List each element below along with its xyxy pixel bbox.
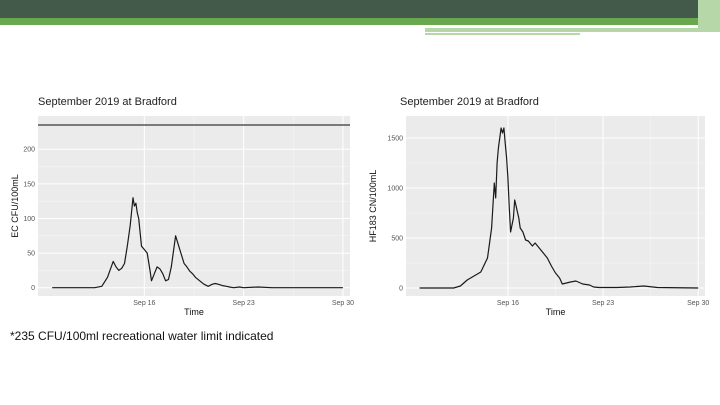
chart-2-title: September 2019 at Bradford (400, 96, 539, 108)
y-tick-label: 200 (23, 147, 35, 154)
x-tick-label: Sep 16 (133, 300, 155, 307)
x-tick-label: Sep 16 (497, 300, 519, 307)
chart-hf183: 0 500 1000 1500 Sep 16 Sep 23 Sep 30 Time HF183 … (368, 116, 709, 317)
y-tick-label: 1000 (387, 186, 403, 193)
header-accent-stripe (0, 18, 698, 25)
y-axis-title: HF183 CN/100mL (368, 170, 378, 243)
x-axis-title: Time (184, 307, 204, 317)
y-tick-label: 150 (23, 181, 35, 188)
series-line (52, 197, 343, 289)
x-tick-label: Sep 23 (592, 300, 614, 307)
y-tick-label: 1500 (387, 136, 403, 143)
y-tick-label: 500 (391, 236, 403, 243)
y-tick-label: 0 (31, 285, 35, 292)
y-tick-label: 0 (399, 286, 403, 293)
header-bar (0, 0, 720, 18)
x-tick-label: Sep 30 (332, 300, 354, 307)
chart-1-title: September 2019 at Bradford (38, 96, 177, 108)
header-accent-line (425, 28, 720, 32)
limit-note: *235 CFU/100ml recreational water limit … (10, 329, 274, 343)
header-accent-light (698, 0, 720, 32)
series-line (419, 127, 699, 289)
y-tick-label: 50 (27, 251, 35, 258)
y-tick-label: 100 (23, 216, 35, 223)
x-tick-label: Sep 30 (687, 300, 709, 307)
header-accent-line-thin (425, 33, 580, 35)
x-tick-label: Sep 23 (233, 300, 255, 307)
chart-ec: 0 50 100 150 200 Sep 16 Sep 23 Sep 30 Time EC CFU… (10, 116, 354, 317)
x-axis-title: Time (546, 307, 566, 317)
y-axis-title: EC CFU/100mL (10, 174, 20, 238)
